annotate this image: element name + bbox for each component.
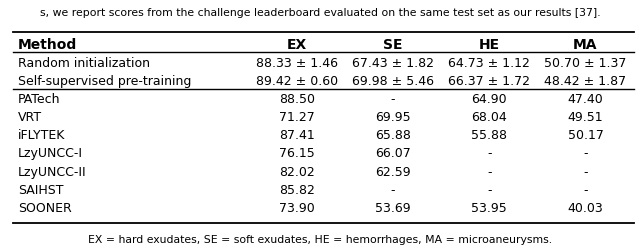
Text: Random initialization: Random initialization [18, 56, 150, 69]
Text: 40.03: 40.03 [568, 201, 604, 214]
Text: SOONER: SOONER [18, 201, 72, 214]
Text: LzyUNCC-I: LzyUNCC-I [18, 147, 83, 160]
Text: LzyUNCC-II: LzyUNCC-II [18, 165, 86, 178]
Text: PATech: PATech [18, 92, 60, 106]
Text: 76.15: 76.15 [279, 147, 315, 160]
Text: 69.98 ± 5.46: 69.98 ± 5.46 [352, 74, 434, 87]
Text: -: - [583, 147, 588, 160]
Text: 67.43 ± 1.82: 67.43 ± 1.82 [352, 56, 434, 69]
Text: 49.51: 49.51 [568, 111, 604, 123]
Text: -: - [487, 183, 492, 196]
Text: 65.88: 65.88 [375, 129, 411, 142]
Text: EX: EX [287, 38, 307, 52]
Text: 50.70 ± 1.37: 50.70 ± 1.37 [544, 56, 627, 69]
Text: 82.02: 82.02 [279, 165, 315, 178]
Text: Method: Method [18, 38, 77, 52]
Text: EX = hard exudates, SE = soft exudates, HE = hemorrhages, MA = microaneurysms.: EX = hard exudates, SE = soft exudates, … [88, 234, 552, 244]
Text: 47.40: 47.40 [568, 92, 604, 106]
Text: Self-supervised pre-training: Self-supervised pre-training [18, 74, 191, 87]
Text: iFLYTEK: iFLYTEK [18, 129, 65, 142]
Text: -: - [391, 183, 396, 196]
Text: 68.04: 68.04 [472, 111, 507, 123]
Text: 66.37 ± 1.72: 66.37 ± 1.72 [448, 74, 531, 87]
Text: 89.42 ± 0.60: 89.42 ± 0.60 [256, 74, 338, 87]
Text: 53.69: 53.69 [375, 201, 411, 214]
Text: -: - [583, 165, 588, 178]
Text: 64.90: 64.90 [472, 92, 507, 106]
Text: SE: SE [383, 38, 403, 52]
Text: -: - [487, 165, 492, 178]
Text: 55.88: 55.88 [471, 129, 508, 142]
Text: VRT: VRT [18, 111, 42, 123]
Text: 53.95: 53.95 [472, 201, 507, 214]
Text: 64.73 ± 1.12: 64.73 ± 1.12 [449, 56, 530, 69]
Text: 88.50: 88.50 [279, 92, 315, 106]
Text: -: - [487, 147, 492, 160]
Text: SAIHST: SAIHST [18, 183, 63, 196]
Text: 71.27: 71.27 [279, 111, 315, 123]
Text: 48.42 ± 1.87: 48.42 ± 1.87 [545, 74, 627, 87]
Text: MA: MA [573, 38, 598, 52]
Text: 73.90: 73.90 [279, 201, 315, 214]
Text: -: - [583, 183, 588, 196]
Text: 85.82: 85.82 [279, 183, 315, 196]
Text: 62.59: 62.59 [375, 165, 411, 178]
Text: -: - [391, 92, 396, 106]
Text: s, we report scores from the challenge leaderboard evaluated on the same test se: s, we report scores from the challenge l… [40, 8, 600, 18]
Text: 88.33 ± 1.46: 88.33 ± 1.46 [256, 56, 338, 69]
Text: 69.95: 69.95 [375, 111, 411, 123]
Text: 50.17: 50.17 [568, 129, 604, 142]
Text: 66.07: 66.07 [375, 147, 411, 160]
Text: HE: HE [479, 38, 500, 52]
Text: 87.41: 87.41 [279, 129, 315, 142]
